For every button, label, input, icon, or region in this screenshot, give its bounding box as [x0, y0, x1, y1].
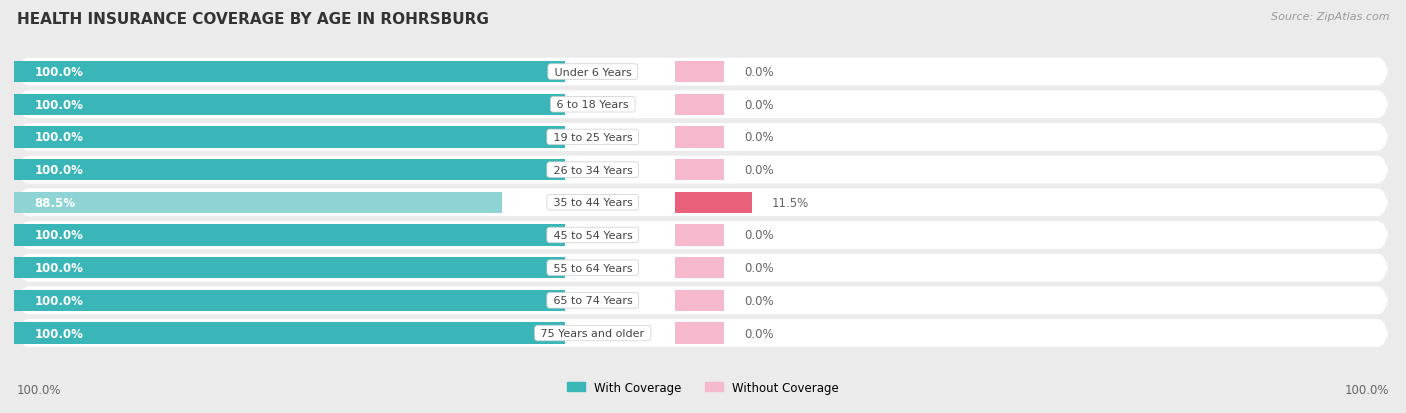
FancyBboxPatch shape: [18, 189, 1388, 217]
Text: Source: ZipAtlas.com: Source: ZipAtlas.com: [1271, 12, 1389, 22]
Text: 100.0%: 100.0%: [35, 99, 83, 112]
Bar: [675, 95, 724, 116]
FancyBboxPatch shape: [18, 319, 1388, 347]
Text: 45 to 54 Years: 45 to 54 Years: [550, 230, 636, 240]
Text: 100.0%: 100.0%: [35, 66, 83, 79]
Bar: [14, 192, 502, 214]
Text: 11.5%: 11.5%: [772, 196, 810, 209]
Bar: [14, 95, 565, 116]
Bar: [675, 127, 724, 148]
Legend: With Coverage, Without Coverage: With Coverage, Without Coverage: [567, 381, 839, 394]
Text: 0.0%: 0.0%: [744, 261, 773, 275]
Text: 100.0%: 100.0%: [17, 384, 62, 396]
Text: 65 to 74 Years: 65 to 74 Years: [550, 296, 636, 306]
FancyBboxPatch shape: [18, 91, 1388, 119]
Text: 88.5%: 88.5%: [35, 196, 76, 209]
Bar: [675, 192, 751, 214]
Bar: [14, 225, 565, 246]
FancyBboxPatch shape: [18, 124, 1388, 152]
Text: 100.0%: 100.0%: [35, 131, 83, 144]
Bar: [675, 159, 724, 181]
Text: 0.0%: 0.0%: [744, 99, 773, 112]
Text: Under 6 Years: Under 6 Years: [551, 67, 636, 77]
Text: 100.0%: 100.0%: [35, 229, 83, 242]
Bar: [675, 323, 724, 344]
Bar: [675, 62, 724, 83]
Text: 0.0%: 0.0%: [744, 66, 773, 79]
Text: 100.0%: 100.0%: [35, 261, 83, 275]
Bar: [675, 290, 724, 311]
Bar: [14, 290, 565, 311]
Text: 0.0%: 0.0%: [744, 294, 773, 307]
Text: 100.0%: 100.0%: [35, 327, 83, 340]
FancyBboxPatch shape: [18, 287, 1388, 314]
Bar: [675, 225, 724, 246]
Bar: [14, 257, 565, 279]
Text: 100.0%: 100.0%: [35, 294, 83, 307]
FancyBboxPatch shape: [18, 254, 1388, 282]
Text: 0.0%: 0.0%: [744, 229, 773, 242]
FancyBboxPatch shape: [18, 59, 1388, 86]
Text: 100.0%: 100.0%: [1344, 384, 1389, 396]
Text: 55 to 64 Years: 55 to 64 Years: [550, 263, 636, 273]
FancyBboxPatch shape: [18, 157, 1388, 184]
FancyBboxPatch shape: [18, 221, 1388, 249]
Text: 0.0%: 0.0%: [744, 327, 773, 340]
Text: 0.0%: 0.0%: [744, 131, 773, 144]
Bar: [14, 323, 565, 344]
Text: 0.0%: 0.0%: [744, 164, 773, 177]
Text: 6 to 18 Years: 6 to 18 Years: [553, 100, 633, 110]
Text: 35 to 44 Years: 35 to 44 Years: [550, 198, 636, 208]
Text: HEALTH INSURANCE COVERAGE BY AGE IN ROHRSBURG: HEALTH INSURANCE COVERAGE BY AGE IN ROHR…: [17, 12, 489, 27]
Text: 26 to 34 Years: 26 to 34 Years: [550, 165, 636, 175]
Text: 19 to 25 Years: 19 to 25 Years: [550, 133, 636, 142]
Bar: [675, 257, 724, 279]
Bar: [14, 62, 565, 83]
Bar: [14, 159, 565, 181]
Text: 75 Years and older: 75 Years and older: [537, 328, 648, 338]
Bar: [14, 127, 565, 148]
Text: 100.0%: 100.0%: [35, 164, 83, 177]
